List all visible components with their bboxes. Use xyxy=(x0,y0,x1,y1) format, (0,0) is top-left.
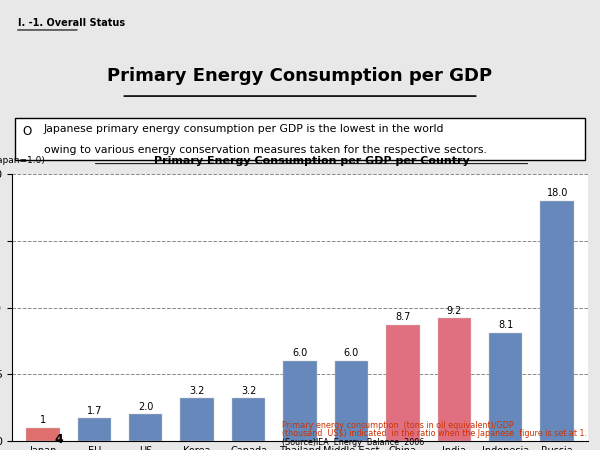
Text: 8.7: 8.7 xyxy=(395,312,410,322)
Text: 2.0: 2.0 xyxy=(138,402,154,412)
Text: Index (Japan=1.0): Index (Japan=1.0) xyxy=(0,156,45,165)
Text: 8.1: 8.1 xyxy=(498,320,514,330)
Bar xyxy=(283,361,317,441)
Bar xyxy=(541,201,574,441)
Text: Primary Energy Consumption per GDP: Primary Energy Consumption per GDP xyxy=(107,67,493,85)
Text: Japanese primary energy consumption per GDP is the lowest in the world: Japanese primary energy consumption per … xyxy=(44,124,444,134)
Bar xyxy=(26,428,59,441)
Text: (thousand  US$) indicated  in the ratio when the Japanese  figure is set at 1.: (thousand US$) indicated in the ratio wh… xyxy=(282,429,587,438)
Text: 6.0: 6.0 xyxy=(344,348,359,358)
Bar xyxy=(386,325,419,441)
Text: 3.2: 3.2 xyxy=(241,386,256,396)
Text: 3.2: 3.2 xyxy=(190,386,205,396)
Bar xyxy=(437,318,471,441)
Text: 1: 1 xyxy=(40,415,46,425)
Text: 1.7: 1.7 xyxy=(86,405,102,416)
Bar xyxy=(129,414,163,441)
Bar xyxy=(335,361,368,441)
Text: 18.0: 18.0 xyxy=(547,188,568,198)
Text: 9.2: 9.2 xyxy=(446,306,462,315)
Text: O: O xyxy=(22,125,32,138)
Bar xyxy=(489,333,523,441)
Text: Primary Energy Consumption per GDP per Country: Primary Energy Consumption per GDP per C… xyxy=(154,156,469,166)
FancyBboxPatch shape xyxy=(15,118,585,160)
Text: owing to various energy conservation measures taken for the respective sectors.: owing to various energy conservation mea… xyxy=(44,144,487,155)
Text: (Source)IEA  Energy  Balance  2006: (Source)IEA Energy Balance 2006 xyxy=(282,437,424,446)
Text: 4: 4 xyxy=(54,433,63,446)
Text: Primary energy consumption  (tons in oil equivalent)/GDP: Primary energy consumption (tons in oil … xyxy=(282,421,514,430)
Bar xyxy=(77,418,111,441)
Bar xyxy=(181,398,214,441)
Bar xyxy=(232,398,265,441)
Text: I. -1. Overall Status: I. -1. Overall Status xyxy=(18,18,125,27)
Text: 6.0: 6.0 xyxy=(292,348,308,358)
